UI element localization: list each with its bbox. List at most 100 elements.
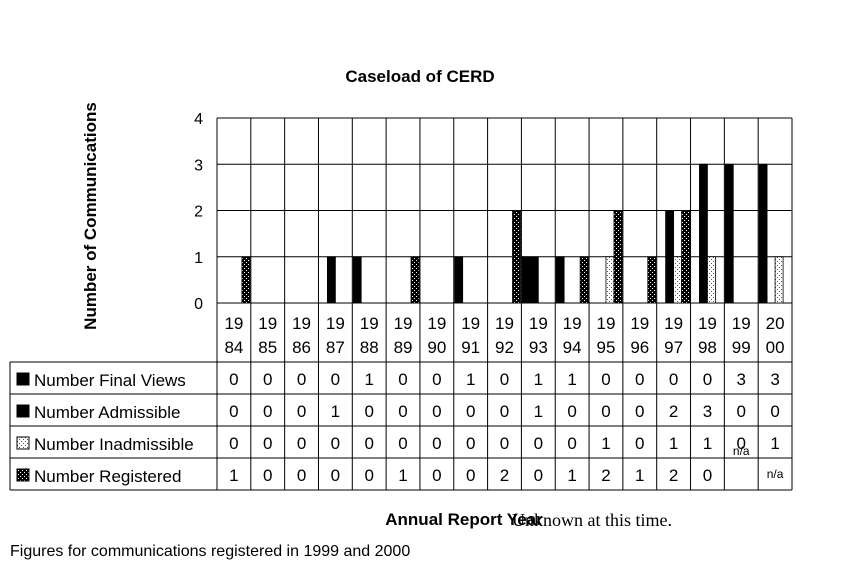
x-tick-label: 96 — [630, 338, 649, 357]
table-cell: 1 — [534, 402, 543, 421]
footnote: Figures for communications registered in… — [10, 543, 410, 560]
bar-admissible-1987 — [326, 256, 336, 304]
table-cell: 0 — [703, 370, 712, 389]
legend-label-final: Number Final Views — [34, 371, 186, 390]
bar-registered-1984 — [241, 256, 251, 304]
table-cell: 1 — [635, 466, 644, 485]
table-cell: 0 — [500, 434, 509, 453]
bar-final-1999 — [724, 163, 734, 304]
x-tick-label: 19 — [597, 314, 616, 333]
x-tick-label: 88 — [360, 338, 379, 357]
legend-label-inadmissible: Number Inadmissible — [34, 435, 194, 454]
table-cell: 0 — [534, 466, 543, 485]
legend-key-registered — [16, 468, 30, 482]
table-cell: 0 — [398, 434, 407, 453]
table-cell: 1 — [534, 370, 543, 389]
table-cell: 1 — [703, 434, 712, 453]
x-tick-label: 86 — [292, 338, 311, 357]
table-cell: 0 — [263, 402, 272, 421]
legend-key-final — [16, 372, 30, 386]
x-tick-label: 93 — [529, 338, 548, 357]
table-cell: 0 — [567, 402, 576, 421]
table-cell: 0 — [770, 402, 779, 421]
table-cell: 0 — [297, 402, 306, 421]
x-tick-label: 19 — [292, 314, 311, 333]
bar-registered-1994 — [579, 256, 589, 304]
bar-admissible-1998 — [699, 163, 708, 304]
table-cell: 0 — [229, 402, 238, 421]
table-cell: 0 — [500, 370, 509, 389]
table-cell: 0 — [432, 370, 441, 389]
bar-admissible-1993 — [529, 256, 539, 304]
table-cell: 0 — [297, 466, 306, 485]
table-cell: 0 — [432, 402, 441, 421]
table-cell: 0 — [466, 466, 475, 485]
x-tick-label: 98 — [698, 338, 717, 357]
table-cell: 0 — [737, 402, 746, 421]
bar-registered-1992 — [512, 210, 521, 304]
x-tick-label: 19 — [664, 314, 683, 333]
na-label: n/a — [733, 444, 750, 458]
table-cell: 0 — [297, 370, 306, 389]
table-cell: 0 — [297, 434, 306, 453]
table-cell: 1 — [331, 402, 340, 421]
table-cell: 0 — [669, 370, 678, 389]
bar-final-2000 — [758, 163, 768, 304]
table-cell: 3 — [770, 370, 779, 389]
table-cell: 0 — [432, 434, 441, 453]
x-tick-label: 84 — [224, 338, 243, 357]
x-tick-label: 19 — [630, 314, 649, 333]
x-tick-label: 19 — [495, 314, 514, 333]
x-tick-label: 20 — [766, 314, 785, 333]
y-tick-label: 3 — [194, 157, 203, 174]
table-cell: 0 — [500, 402, 509, 421]
table-cell: 0 — [466, 434, 475, 453]
x-tick-label: 94 — [563, 338, 582, 357]
table-cell: 0 — [263, 466, 272, 485]
table-cell: 0 — [364, 434, 373, 453]
y-tick-label: 4 — [194, 111, 203, 128]
na-label: n/a — [767, 467, 784, 481]
table-cell: 0 — [229, 434, 238, 453]
y-tick-label: 2 — [194, 204, 203, 221]
x-tick-label: 19 — [224, 314, 243, 333]
plot-area: 0 1 2 3 4 — [194, 111, 793, 313]
x-tick-label: 89 — [394, 338, 413, 357]
bar-final-1994 — [555, 256, 565, 304]
table-cell: 1 — [601, 434, 610, 453]
x-tick-label: 97 — [664, 338, 683, 357]
table-cell: 1 — [770, 434, 779, 453]
table-cell: 2 — [669, 466, 678, 485]
x-tick-label: 00 — [766, 338, 785, 357]
table-cell: 0 — [263, 434, 272, 453]
bar-registered-1997 — [681, 210, 691, 304]
legend-label-registered: Number Registered — [34, 467, 181, 486]
table-cell: 0 — [398, 370, 407, 389]
bar-registered-1995 — [613, 210, 623, 304]
table-cell: 1 — [364, 370, 373, 389]
y-axis-label: Number of Communications — [81, 102, 100, 330]
table-cell: 0 — [601, 370, 610, 389]
x-tick-label: 19 — [360, 314, 379, 333]
table-cell: 0 — [331, 466, 340, 485]
table-cell: 0 — [398, 402, 407, 421]
x-tick-label: 19 — [258, 314, 277, 333]
table-cell: 0 — [635, 434, 644, 453]
bar-registered-1989 — [410, 256, 420, 304]
x-tick-label: 19 — [326, 314, 345, 333]
x-axis-label: Annual Report Year — [385, 510, 543, 529]
y-tick-label: 1 — [194, 250, 203, 267]
table-cell: 2 — [601, 466, 610, 485]
table-cell: 1 — [229, 466, 238, 485]
table-cell: 1 — [466, 370, 475, 389]
table-cell: 0 — [364, 466, 373, 485]
chart-title: Caseload of CERD — [345, 67, 494, 86]
x-tick-label: 19 — [698, 314, 717, 333]
bar-admissible-1997 — [665, 210, 675, 304]
legend-label-admissible: Number Admissible — [34, 403, 180, 422]
table-cell: 2 — [669, 402, 678, 421]
table-cell: 1 — [398, 466, 407, 485]
x-tick-label: 19 — [529, 314, 548, 333]
bar-final-1988 — [352, 256, 362, 304]
